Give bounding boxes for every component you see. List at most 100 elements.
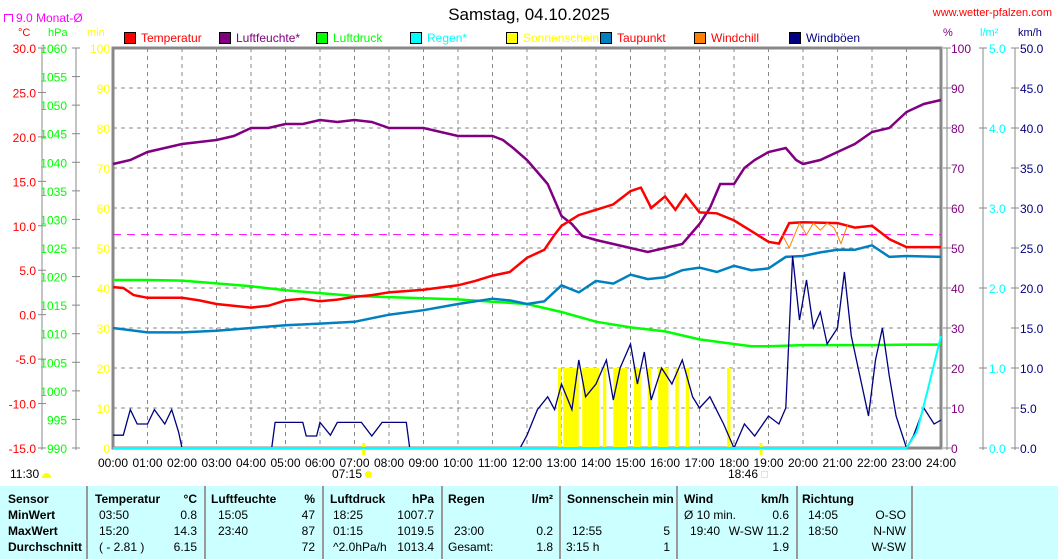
temp-value: 6.15 — [173, 540, 197, 554]
unit-rain: l/m² — [980, 27, 999, 39]
legend-swatch — [789, 32, 801, 44]
legend-label: Luftdruck — [333, 31, 383, 45]
axis-label-sun: 30 — [97, 322, 111, 336]
wind-value: 0.6 — [772, 508, 789, 522]
x-tick-label: 05:00 — [270, 456, 300, 470]
axis-label-temp: -15.0 — [9, 442, 37, 456]
axis-label-rain: 0.0 — [989, 442, 1006, 456]
axis-label-press: 1050 — [40, 99, 67, 113]
axis-label-hum: 90 — [951, 82, 965, 96]
x-tick-label: 20:00 — [788, 456, 818, 470]
axis-label-press: 1005 — [40, 356, 67, 370]
x-tick-label: 08:00 — [374, 456, 404, 470]
axis-label-wind: 0.0 — [1020, 442, 1037, 456]
unit-temp: °C — [18, 27, 31, 39]
header-hum: Luftfeuchte — [211, 492, 277, 506]
axis-label-temp: -10.0 — [9, 398, 37, 412]
wind-time: Ø 10 min. — [684, 508, 737, 522]
x-tick-label: 14:00 — [581, 456, 611, 470]
chart-title: Samstag, 04.10.2025 — [448, 5, 610, 24]
axis-label-sun: 90 — [97, 82, 111, 96]
axis-label-wind: 50.0 — [1020, 42, 1044, 56]
sunrise-time: 07:15 — [332, 467, 373, 481]
axis-label-sun: 20 — [97, 362, 111, 376]
legend-item-temperatur: Temperatur — [124, 31, 202, 45]
column-divider — [204, 486, 206, 559]
axis-label-wind: 40.0 — [1020, 122, 1044, 136]
temp-value: 0.8 — [180, 508, 197, 522]
header-rain-unit: l/m² — [531, 492, 553, 506]
legend-swatch — [410, 32, 422, 44]
x-tick-label: 21:00 — [822, 456, 852, 470]
column-divider — [322, 486, 324, 559]
series-line-windböen — [113, 255, 942, 450]
axis-label-hum: 70 — [951, 162, 965, 176]
dir-time: 14:05 — [808, 508, 839, 522]
sunrise-text: 07:15 — [332, 467, 363, 481]
axis-label-temp: 15.0 — [13, 175, 37, 189]
sunset-icon — [761, 471, 769, 478]
legend-item-luftdruck: Luftdruck — [316, 31, 382, 45]
legend-label: Temperatur — [141, 31, 202, 45]
x-tick-label: 17:00 — [684, 456, 714, 470]
sunrise-icon — [365, 471, 373, 478]
axis-label-press: 1010 — [40, 328, 67, 342]
axis-label-temp: -5.0 — [15, 353, 36, 367]
temp-time: 03:50 — [99, 508, 130, 522]
temp-time: ( - 2.81 ) — [99, 540, 145, 554]
x-tick-label: 07:00 — [339, 456, 369, 470]
hum-time: 23:40 — [218, 524, 249, 538]
axis-label-wind: 45.0 — [1020, 82, 1044, 96]
x-tick-label: 10:00 — [443, 456, 473, 470]
sunset-text: 18:46 — [728, 467, 759, 481]
series-line-luftdruck — [113, 278, 941, 348]
moon-icon — [42, 473, 52, 478]
axis-label-wind: 30.0 — [1020, 202, 1044, 216]
site-link[interactable]: www.wetter-pfalzen.com — [932, 7, 1052, 19]
press-time: ^2.0hPa/h — [333, 540, 387, 554]
axis-label-hum: 20 — [951, 362, 965, 376]
axis-label-sun: 10 — [97, 402, 111, 416]
axis-label-hum: 10 — [951, 402, 965, 416]
temp-time: 15:20 — [99, 524, 130, 538]
axis-label-press: 1060 — [40, 42, 67, 56]
series-line-temperatur — [112, 186, 941, 309]
column-divider — [796, 486, 798, 559]
axis-label-hum: 40 — [951, 282, 965, 296]
x-tick-label: 12:00 — [512, 456, 542, 470]
dir-value: W-SW — [871, 540, 906, 554]
header-press-unit: hPa — [411, 492, 434, 506]
axis-label-rain: 5.0 — [989, 42, 1006, 56]
axis-label-wind: 35.0 — [1020, 162, 1044, 176]
axis-label-sun: 60 — [97, 202, 111, 216]
legend-item-windböen: Windböen — [789, 31, 860, 45]
axis-label-wind: 15.0 — [1020, 322, 1044, 336]
header-hum-unit: % — [304, 492, 315, 506]
column-divider — [676, 486, 678, 559]
series-line-regen — [113, 335, 942, 449]
x-tick-label: 18:00 — [719, 456, 749, 470]
x-tick-label: 15:00 — [615, 456, 645, 470]
axis-label-press: 1035 — [40, 185, 67, 199]
press-time: 01:15 — [333, 524, 364, 538]
header-dir: Richtung — [802, 492, 854, 506]
rain-time: Gesamt: — [448, 540, 494, 554]
rain-time: 23:00 — [454, 524, 485, 538]
moon-time-text: 11:30 — [10, 467, 40, 481]
legend-swatch — [506, 32, 518, 44]
dir-value: O-SO — [875, 508, 906, 522]
press-time: 18:25 — [333, 508, 364, 522]
x-tick-label: 03:00 — [201, 456, 231, 470]
x-tick-label: 24:00 — [926, 456, 956, 470]
sunshine-bar — [558, 368, 562, 448]
axis-label-hum: 60 — [951, 202, 965, 216]
legend-swatch — [316, 32, 328, 44]
moon-time: 11:30 — [10, 467, 52, 481]
wind-value: W-SW 11.2 — [728, 524, 789, 538]
sunshine-bar — [685, 368, 690, 448]
x-tick-label: 19:00 — [753, 456, 783, 470]
axis-label-wind: 10.0 — [1020, 362, 1044, 376]
axis-label-press: 1015 — [40, 299, 67, 313]
summary-table: Sensor Temperatur °C Luftfeuchte% Luftdruck h… — [0, 486, 1058, 559]
column-divider — [441, 486, 443, 559]
